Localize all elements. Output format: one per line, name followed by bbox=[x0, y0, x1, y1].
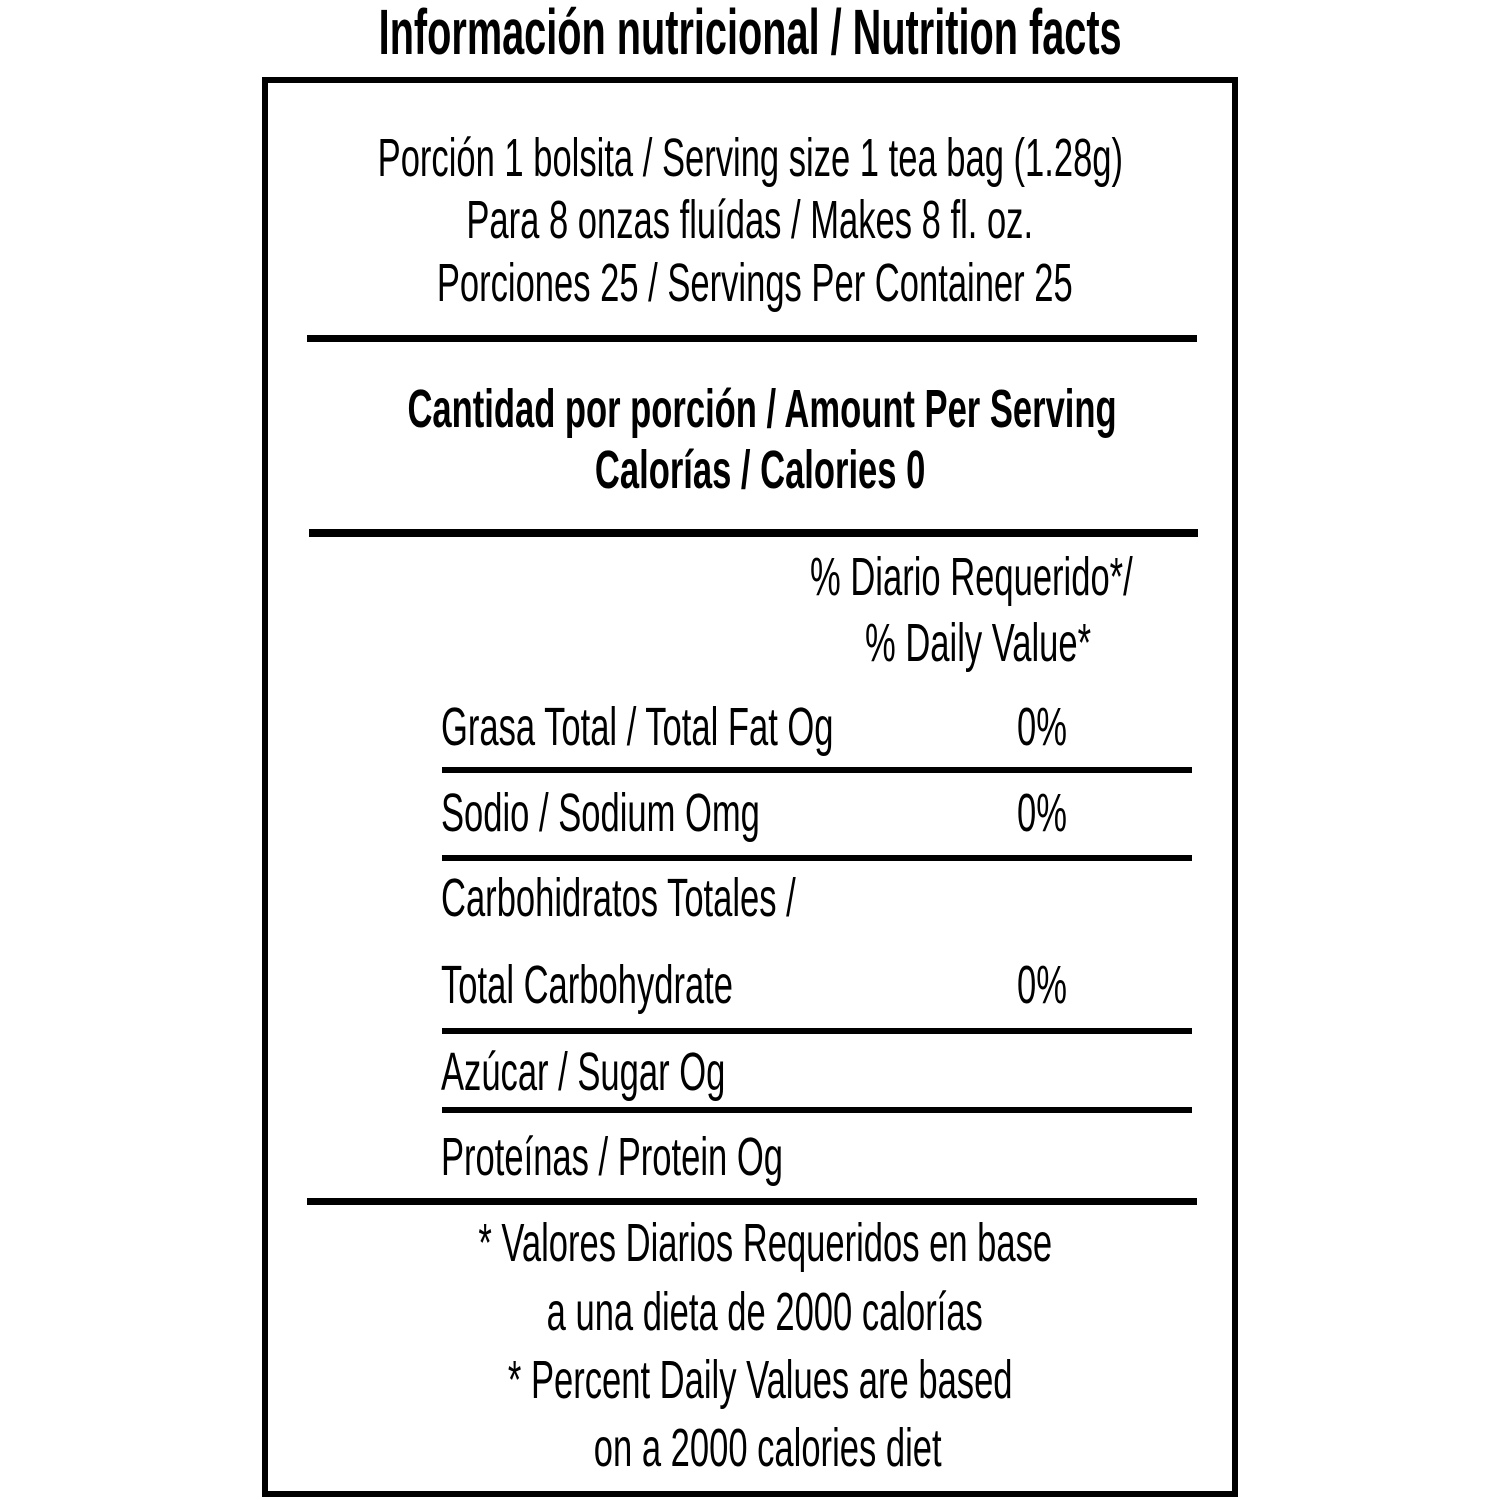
dv-header-en: % Daily Value* bbox=[865, 613, 1092, 673]
label-title: Información nutricional / Nutrition fact… bbox=[378, 0, 1122, 68]
amount-heading: Cantidad por porción / Amount Per Servin… bbox=[407, 379, 1117, 439]
makes-volume: Para 8 onzas fluídas / Makes 8 fl. oz. bbox=[466, 190, 1034, 250]
divider bbox=[309, 529, 1198, 537]
nutrient-dv: 0% bbox=[1017, 955, 1067, 1015]
row-divider bbox=[442, 767, 1192, 773]
nutrient-label: Proteínas / Protein Og bbox=[441, 1127, 783, 1187]
footnote-line: * Percent Daily Values are based bbox=[507, 1350, 1013, 1410]
nutrient-label: Grasa Total / Total Fat Og bbox=[441, 697, 834, 757]
footnote-line: * Valores Diarios Requeridos en base bbox=[478, 1213, 1052, 1273]
servings-per-container: Porciones 25 / Servings Per Container 25 bbox=[437, 253, 1073, 313]
nutrient-dv: 0% bbox=[1017, 697, 1067, 757]
footnote-line: on a 2000 calories diet bbox=[594, 1418, 942, 1478]
divider bbox=[307, 1198, 1197, 1205]
nutrition-facts-box bbox=[262, 77, 1238, 1497]
dv-header-es: % Diario Requerido*/ bbox=[810, 547, 1133, 607]
serving-size: Porción 1 bolsita / Serving size 1 tea b… bbox=[377, 128, 1123, 188]
nutrient-label: Total Carbohydrate bbox=[441, 955, 734, 1015]
footnote-line: a una dieta de 2000 calorías bbox=[546, 1282, 984, 1342]
divider bbox=[307, 335, 1197, 342]
nutrient-label: Azúcar / Sugar Og bbox=[441, 1042, 726, 1102]
nutrient-label: Sodio / Sodium Omg bbox=[441, 783, 760, 843]
nutrient-dv: 0% bbox=[1017, 783, 1067, 843]
row-divider bbox=[442, 1028, 1192, 1034]
nutrient-label: Carbohidratos Totales / bbox=[441, 868, 796, 928]
calories: Calorías / Calories 0 bbox=[594, 440, 926, 500]
row-divider bbox=[442, 855, 1192, 861]
row-divider bbox=[442, 1107, 1192, 1113]
